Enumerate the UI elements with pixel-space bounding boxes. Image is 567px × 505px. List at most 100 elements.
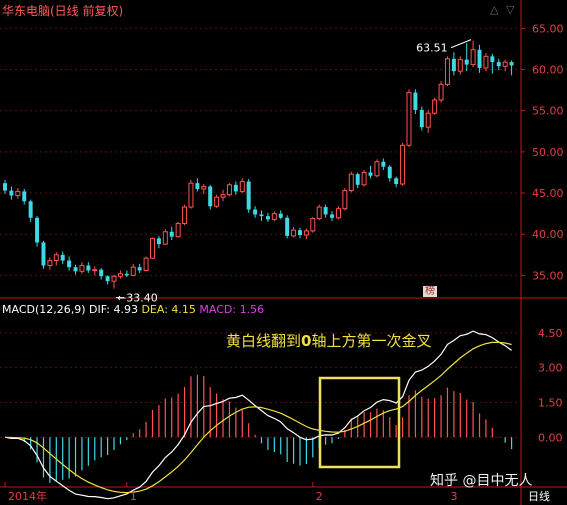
- candle-body-up: [163, 232, 167, 244]
- candle-body-up: [317, 207, 321, 219]
- candle-body-up: [215, 197, 219, 206]
- candle-body-up: [112, 276, 116, 281]
- macd-tick-label: 0.00: [538, 431, 563, 444]
- candle-body-down: [285, 218, 289, 236]
- price-tick-label: 40.00: [532, 228, 564, 241]
- candle-body-down: [3, 183, 7, 190]
- candle-body-down: [478, 50, 482, 68]
- candle-body-down: [330, 214, 334, 217]
- candle-body-down: [266, 216, 270, 219]
- candle-body-up: [401, 145, 405, 184]
- macd-value: 1.56: [240, 303, 265, 316]
- candle-body-up: [433, 100, 437, 113]
- candle-body-up: [48, 261, 52, 266]
- candle-body-down: [388, 167, 392, 179]
- candle-body-down: [29, 201, 33, 217]
- candle-body-up: [445, 59, 449, 85]
- candle-body-down: [279, 214, 283, 218]
- time-tick-label: 2014年: [8, 489, 47, 503]
- macd-tick-label: 1.50: [538, 396, 563, 409]
- candle-body-up: [227, 185, 231, 195]
- price-tick-label: 45.00: [532, 187, 564, 200]
- macd-tick-label: 4.50: [538, 327, 563, 340]
- candle-body-up: [362, 172, 366, 184]
- candle-body-down: [195, 183, 199, 189]
- price-tick-label: 60.00: [532, 64, 564, 77]
- candle-body-up: [272, 214, 276, 220]
- candle-body-down: [22, 191, 26, 201]
- price-tick-label: 35.00: [532, 269, 564, 282]
- candle-body-up: [189, 183, 193, 207]
- candle-body-up: [183, 207, 187, 223]
- candle-body-down: [413, 93, 417, 110]
- candle-body-down: [157, 238, 161, 244]
- period-label: 日线: [528, 489, 550, 503]
- macd-tick-label: 3.00: [538, 362, 563, 375]
- time-tick-label: 3: [450, 490, 457, 503]
- candle-body-down: [138, 267, 142, 270]
- note-pre: 黄白线翻到: [226, 332, 301, 350]
- candle-body-up: [93, 270, 97, 271]
- golden-cross-highlight-box: [320, 378, 399, 467]
- candle-body-up: [349, 174, 353, 190]
- candle-body-down: [125, 274, 129, 276]
- scroll-down-icon[interactable]: ▽: [506, 3, 514, 16]
- candle-body-down: [253, 210, 257, 215]
- candle-body-up: [426, 113, 430, 127]
- dea-label: DEA:: [141, 303, 167, 316]
- candle-body-down: [86, 266, 90, 271]
- candle-body-up: [150, 238, 154, 258]
- candle-body-down: [247, 182, 251, 210]
- candle-body-up: [304, 231, 308, 235]
- candle-body-down: [381, 162, 385, 167]
- candle-body-up: [144, 258, 148, 270]
- candle-body-up: [343, 191, 347, 209]
- candle-body-down: [490, 56, 494, 62]
- candle-body-down: [465, 60, 469, 65]
- note-post: 轴上方第一次金叉: [311, 332, 431, 350]
- candle-body-up: [311, 219, 315, 231]
- candle-body-down: [99, 270, 103, 277]
- macd-label: MACD:: [199, 303, 236, 316]
- candle-body-down: [394, 178, 398, 184]
- watermark: 知乎 @目中无人: [430, 470, 532, 490]
- candle-body-up: [471, 50, 475, 65]
- candle-body-down: [369, 172, 373, 175]
- high-marker-line: [451, 40, 471, 48]
- time-tick-label: 2: [316, 490, 323, 503]
- candle-body-up: [375, 162, 379, 176]
- candle-body-down: [510, 62, 514, 65]
- candle-body-up: [336, 209, 340, 218]
- candle-body-down: [61, 255, 65, 261]
- candle-body-up: [54, 255, 58, 261]
- candle-body-down: [106, 276, 110, 281]
- candle-body-down: [208, 186, 212, 206]
- candle-body-up: [439, 84, 443, 100]
- candle-body-down: [420, 110, 424, 127]
- dif-value: 4.93: [113, 303, 138, 316]
- candle-body-up: [240, 182, 244, 192]
- candle-body-down: [74, 267, 78, 271]
- candle-body-down: [356, 174, 360, 185]
- note-zero: 0: [301, 332, 311, 350]
- candle-body-down: [324, 207, 328, 214]
- candle-body-up: [202, 186, 206, 188]
- price-tick-label: 50.00: [532, 146, 564, 159]
- candle-body-up: [118, 274, 122, 276]
- candle-body-down: [67, 261, 71, 268]
- scroll-up-icon[interactable]: △: [490, 3, 498, 16]
- candle-body-down: [298, 230, 302, 235]
- candle-body-up: [407, 93, 411, 146]
- candle-body-down: [41, 242, 45, 265]
- candle-body-down: [35, 218, 39, 243]
- candle-body-up: [292, 230, 296, 236]
- price-tick-label: 65.00: [532, 22, 564, 35]
- candle-body-up: [221, 195, 225, 197]
- candle-body-down: [9, 191, 13, 196]
- dea-value: 4.15: [171, 303, 196, 316]
- candle-body-down: [497, 62, 501, 66]
- price-tick-label: 55.00: [532, 105, 564, 118]
- list-tag-badge: 榜: [423, 286, 437, 297]
- candle-body-up: [16, 191, 20, 195]
